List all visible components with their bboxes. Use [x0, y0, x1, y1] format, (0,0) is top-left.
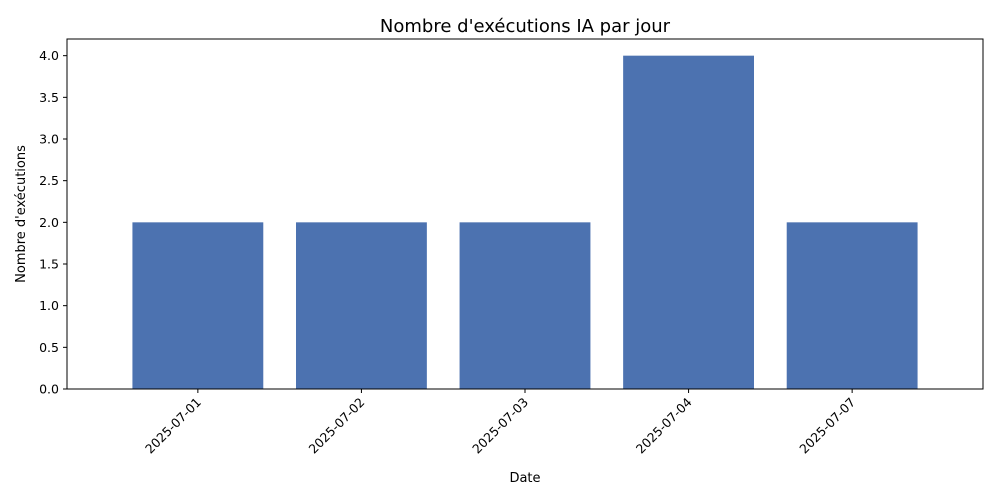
- x-axis-title: Date: [509, 471, 540, 486]
- bar-2025-07-03: [459, 222, 591, 389]
- y-tick-label: 2.5: [39, 173, 59, 188]
- x-tick-label: 2025-07-02: [306, 395, 368, 457]
- y-tick-label: 0.5: [39, 340, 59, 355]
- x-axis: 2025-07-01 2025-07-02 2025-07-03 2025-07-04…: [142, 389, 858, 456]
- plot-frame: [66, 38, 984, 390]
- x-tick-label: 2025-07-01: [142, 395, 204, 457]
- x-tick-label: 2025-07-07: [796, 395, 858, 457]
- y-tick-label: 1.5: [39, 257, 59, 272]
- y-axis: 0.0 0.5 1.0 1.5 2.0 2.5 3.0 3.5 4.0: [39, 48, 67, 397]
- y-tick-label: 3.0: [39, 132, 59, 147]
- bar-2025-07-01: [132, 222, 264, 389]
- x-tick-label: 2025-07-04: [633, 394, 695, 456]
- y-tick-label: 3.5: [39, 90, 59, 105]
- bar-2025-07-02: [296, 222, 427, 389]
- y-axis-title: Nombre d'exécutions: [14, 145, 29, 283]
- bar-2025-07-07: [786, 222, 918, 389]
- x-tick-label: 2025-07-03: [469, 395, 531, 457]
- y-tick-label: 2.0: [39, 215, 59, 230]
- bars-layer: [132, 55, 918, 390]
- bar-2025-07-04: [623, 55, 754, 390]
- y-tick-label: 4.0: [39, 48, 59, 63]
- chart-title: Nombre d'exécutions IA par jour: [380, 16, 671, 37]
- y-tick-label: 0.0: [39, 382, 59, 397]
- y-tick-label: 1.0: [39, 298, 59, 313]
